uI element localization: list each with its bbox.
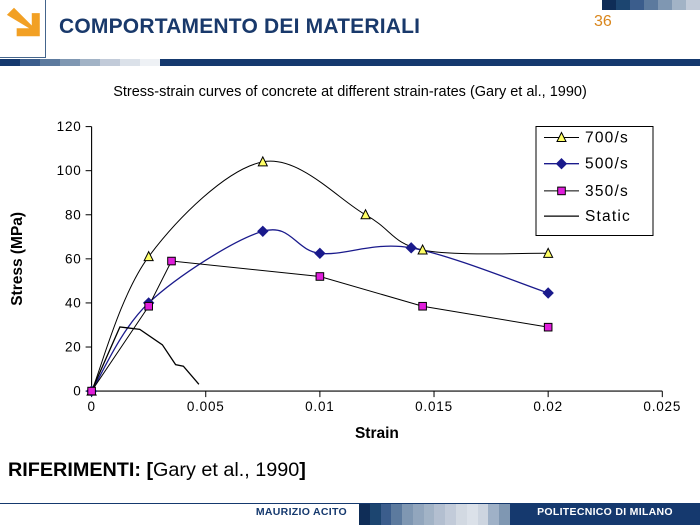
svg-text:120: 120 [57, 119, 82, 134]
svg-text:100: 100 [57, 163, 82, 178]
svg-text:0.01: 0.01 [305, 399, 334, 414]
svg-text:500/s: 500/s [585, 156, 629, 173]
svg-text:Strain: Strain [355, 425, 399, 442]
svg-text:80: 80 [65, 207, 82, 222]
svg-text:0.015: 0.015 [415, 399, 453, 414]
svg-text:Stress (MPa): Stress (MPa) [9, 212, 26, 306]
svg-text:700/s: 700/s [585, 130, 629, 147]
svg-text:0: 0 [87, 399, 95, 414]
svg-text:20: 20 [65, 340, 82, 355]
svg-text:0.025: 0.025 [643, 399, 681, 414]
svg-text:40: 40 [65, 295, 82, 310]
svg-text:0: 0 [73, 384, 81, 399]
svg-text:Static: Static [585, 208, 631, 225]
svg-text:0.005: 0.005 [187, 399, 225, 414]
svg-text:0.02: 0.02 [533, 399, 562, 414]
svg-text:350/s: 350/s [585, 183, 629, 200]
svg-text:60: 60 [65, 251, 82, 266]
